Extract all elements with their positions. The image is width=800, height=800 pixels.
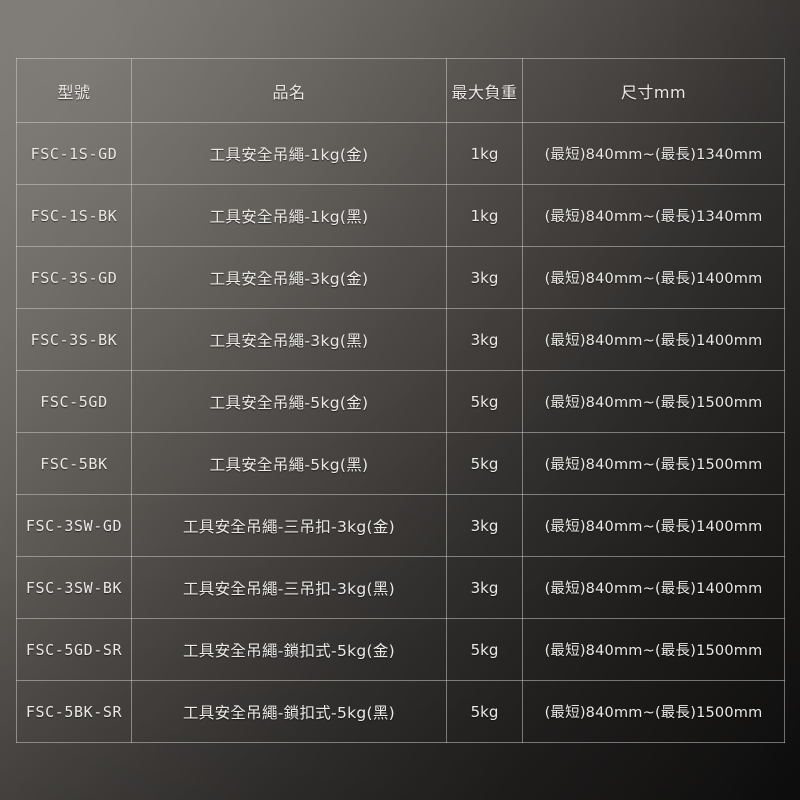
table-row: FSC-5GD 工具安全吊繩-5kg(金) 5kg (最短)840mm~(最長)… [16,370,785,433]
cell-size: (最短)840mm~(最長)1400mm [522,246,785,309]
cell-name: 工具安全吊繩-鎖扣式-5kg(金) [131,618,447,681]
cell-model: FSC-5BK [16,432,132,495]
cell-name: 工具安全吊繩-1kg(黑) [131,184,447,247]
cell-model: FSC-3S-GD [16,246,132,309]
cell-load: 5kg [446,618,523,681]
cell-load: 3kg [446,556,523,619]
table-row: FSC-5BK-SR 工具安全吊繩-鎖扣式-5kg(黑) 5kg (最短)840… [16,680,785,743]
table-row: FSC-3SW-GD 工具安全吊繩-三吊扣-3kg(金) 3kg (最短)840… [16,494,785,557]
cell-name: 工具安全吊繩-三吊扣-3kg(金) [131,494,447,557]
cell-size: (最短)840mm~(最長)1340mm [522,184,785,247]
table-row: FSC-3SW-BK 工具安全吊繩-三吊扣-3kg(黑) 3kg (最短)840… [16,556,785,619]
table-row: FSC-1S-GD 工具安全吊繩-1kg(金) 1kg (最短)840mm~(最… [16,122,785,185]
cell-name: 工具安全吊繩-3kg(金) [131,246,447,309]
cell-model: FSC-5BK-SR [16,680,132,743]
column-header-model: 型號 [16,58,132,123]
cell-model: FSC-3SW-BK [16,556,132,619]
cell-model: FSC-3SW-GD [16,494,132,557]
cell-load: 5kg [446,432,523,495]
cell-load: 1kg [446,184,523,247]
table-header-row: 型號 品名 最大負重 尺寸mm [16,58,785,123]
cell-load: 3kg [446,494,523,557]
cell-load: 1kg [446,122,523,185]
table-row: FSC-3S-BK 工具安全吊繩-3kg(黑) 3kg (最短)840mm~(最… [16,308,785,371]
cell-load: 5kg [446,680,523,743]
table-header: 型號 品名 最大負重 尺寸mm [16,58,785,123]
column-header-name: 品名 [131,58,447,123]
table-row: FSC-5GD-SR 工具安全吊繩-鎖扣式-5kg(金) 5kg (最短)840… [16,618,785,681]
column-header-load: 最大負重 [446,58,523,123]
cell-name: 工具安全吊繩-5kg(黑) [131,432,447,495]
cell-name: 工具安全吊繩-5kg(金) [131,370,447,433]
cell-name: 工具安全吊繩-1kg(金) [131,122,447,185]
table-row: FSC-3S-GD 工具安全吊繩-3kg(金) 3kg (最短)840mm~(最… [16,246,785,309]
cell-size: (最短)840mm~(最長)1500mm [522,432,785,495]
cell-name: 工具安全吊繩-3kg(黑) [131,308,447,371]
cell-size: (最短)840mm~(最長)1400mm [522,494,785,557]
cell-size: (最短)840mm~(最長)1500mm [522,680,785,743]
cell-load: 5kg [446,370,523,433]
cell-load: 3kg [446,308,523,371]
cell-model: FSC-5GD [16,370,132,433]
table-row: FSC-1S-BK 工具安全吊繩-1kg(黑) 1kg (最短)840mm~(最… [16,184,785,247]
table-body: FSC-1S-GD 工具安全吊繩-1kg(金) 1kg (最短)840mm~(最… [16,122,785,743]
cell-load: 3kg [446,246,523,309]
column-header-size: 尺寸mm [522,58,785,123]
cell-size: (最短)840mm~(最長)1400mm [522,308,785,371]
cell-size: (最短)840mm~(最長)1400mm [522,556,785,619]
cell-name: 工具安全吊繩-鎖扣式-5kg(黑) [131,680,447,743]
cell-model: FSC-1S-GD [16,122,132,185]
cell-model: FSC-1S-BK [16,184,132,247]
cell-size: (最短)840mm~(最長)1500mm [522,370,785,433]
product-spec-table: 型號 品名 最大負重 尺寸mm FSC-1S-GD 工具安全吊繩-1kg(金) … [16,58,785,743]
cell-size: (最短)840mm~(最長)1500mm [522,618,785,681]
cell-name: 工具安全吊繩-三吊扣-3kg(黑) [131,556,447,619]
cell-size: (最短)840mm~(最長)1340mm [522,122,785,185]
table-row: FSC-5BK 工具安全吊繩-5kg(黑) 5kg (最短)840mm~(最長)… [16,432,785,495]
cell-model: FSC-3S-BK [16,308,132,371]
cell-model: FSC-5GD-SR [16,618,132,681]
